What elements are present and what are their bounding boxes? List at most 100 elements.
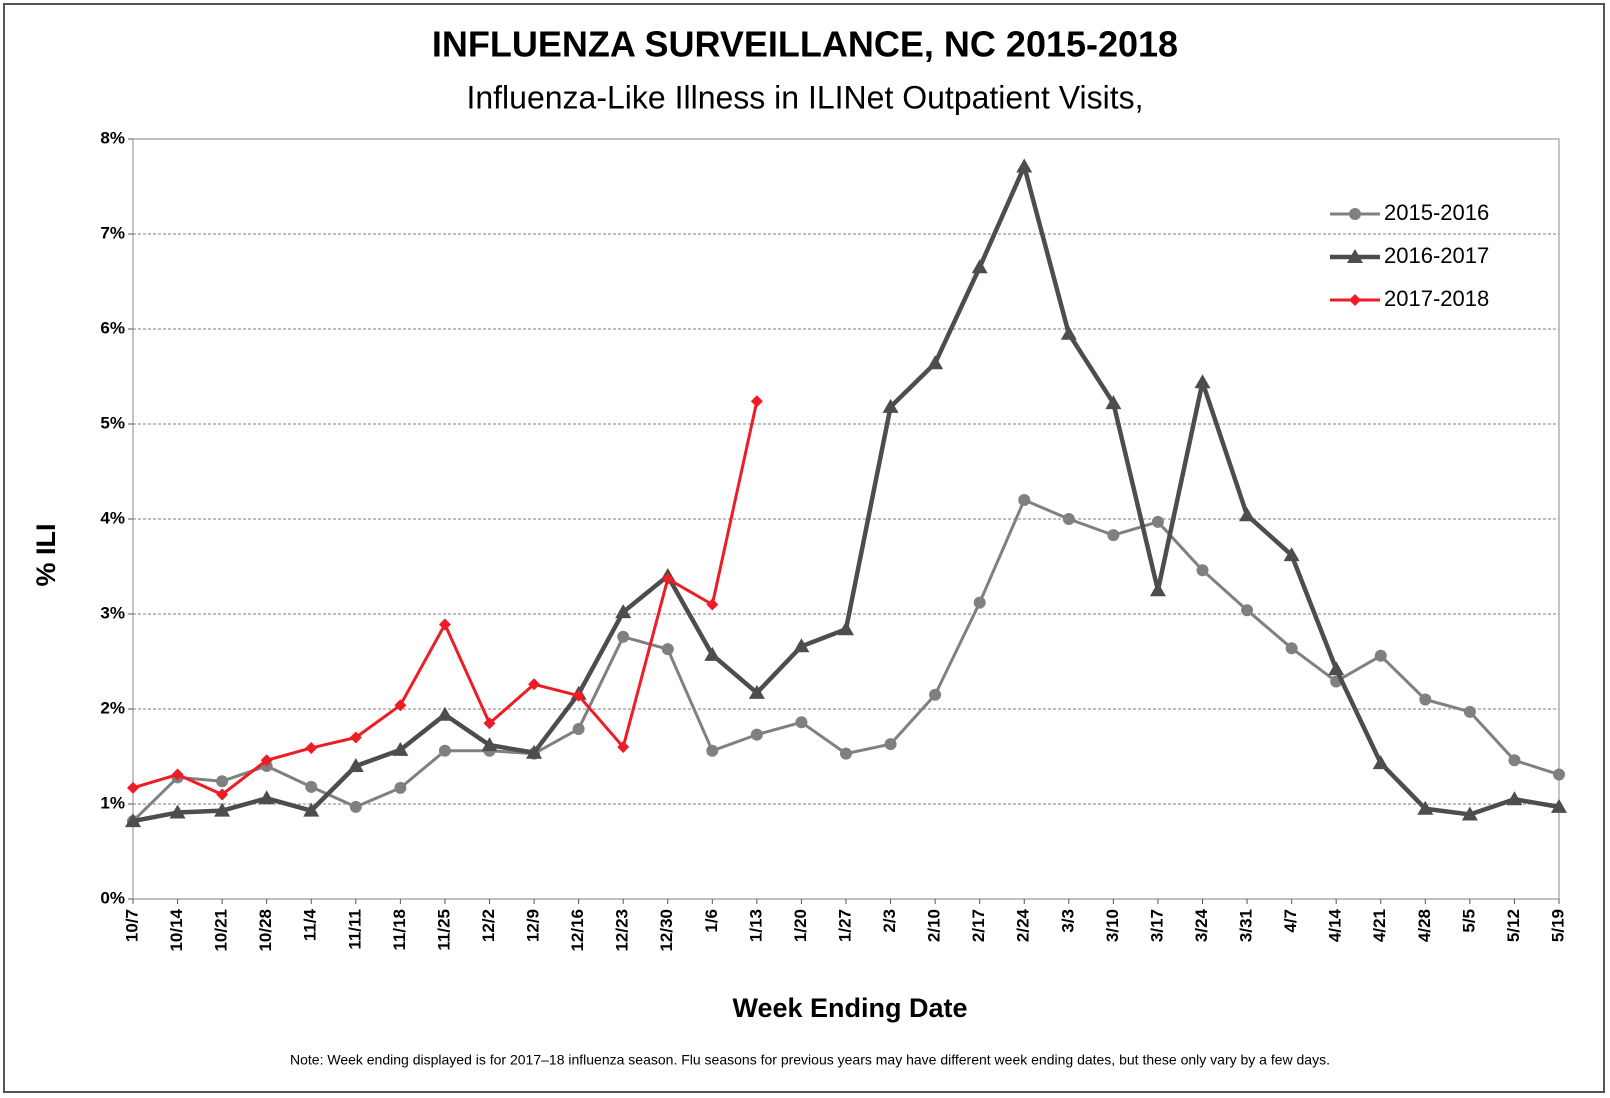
point [617, 630, 630, 643]
x-tick-label: 4/14 [1326, 908, 1345, 942]
point [436, 706, 453, 721]
legend-marker [1349, 294, 1361, 306]
y-tick-label: 8% [100, 128, 125, 147]
point [1285, 642, 1298, 655]
x-tick-label: 5/12 [1504, 909, 1523, 942]
x-tick-label: 10/14 [167, 908, 186, 951]
x-tick-label: 1/27 [835, 909, 854, 942]
point [1374, 649, 1387, 662]
point [1016, 158, 1033, 173]
legend-item: 2015-2016 [1330, 200, 1489, 225]
x-tick-label: 2/3 [880, 909, 899, 933]
point [706, 744, 719, 757]
y-tick-label: 0% [100, 888, 125, 907]
point [572, 689, 585, 702]
chart-frame [3, 3, 1605, 1093]
point [661, 572, 674, 585]
y-tick-label: 6% [100, 318, 125, 337]
x-tick-label: 3/17 [1147, 909, 1166, 942]
point [394, 699, 407, 712]
point [481, 737, 498, 752]
y-tick-label: 7% [100, 223, 125, 242]
point [214, 802, 231, 817]
x-tick-label: 11/11 [345, 909, 364, 950]
y-tick-label: 4% [100, 508, 125, 527]
x-tick-label: 10/21 [212, 909, 231, 952]
point [927, 355, 944, 370]
point [615, 604, 632, 619]
point [347, 758, 364, 772]
point [748, 684, 765, 699]
point [1551, 798, 1567, 813]
point [1107, 529, 1120, 542]
point [1060, 325, 1077, 340]
point [706, 598, 719, 611]
point [617, 741, 630, 753]
y-axis-label: % ILI [31, 523, 61, 586]
x-tick-label: 2/17 [969, 909, 988, 942]
y-tick-label: 3% [100, 603, 125, 622]
x-tick-label: 12/9 [524, 909, 543, 942]
x-tick-label: 4/28 [1415, 909, 1434, 942]
legend-marker [1347, 249, 1363, 263]
chart-title: INFLUENZA SURVEILLANCE, NC 2015-2018 [432, 24, 1178, 65]
point [838, 621, 854, 636]
point [349, 731, 362, 744]
point [1553, 768, 1565, 781]
x-tick-label: 12/23 [613, 909, 632, 952]
x-tick-label: 3/3 [1058, 909, 1077, 933]
point [526, 744, 543, 759]
legend-marker [1349, 208, 1361, 220]
legend-label: 2017-2018 [1384, 286, 1489, 311]
point [971, 259, 988, 274]
legend-label: 2015-2016 [1384, 200, 1489, 225]
x-tick-label: 5/5 [1459, 909, 1478, 933]
x-tick-label: 3/10 [1103, 909, 1122, 942]
point [260, 754, 273, 767]
x-tick-label: 1/20 [791, 909, 810, 942]
point [438, 618, 451, 631]
point [216, 788, 229, 801]
point [1372, 755, 1389, 770]
x-axis-label: Week Ending Date [732, 993, 967, 1023]
point [349, 800, 362, 813]
point [884, 738, 897, 751]
legend-item: 2017-2018 [1330, 286, 1489, 311]
point [1149, 582, 1166, 597]
x-tick-label: 11/25 [434, 909, 453, 951]
x-tick-label: 2/10 [925, 909, 944, 942]
point [750, 395, 763, 408]
x-tick-label: 1/6 [702, 909, 721, 933]
x-tick-label: 1/13 [746, 909, 765, 942]
point [1328, 661, 1345, 676]
point [216, 775, 229, 788]
point [1508, 754, 1521, 767]
point [483, 717, 496, 730]
point [1151, 515, 1164, 528]
point [305, 741, 318, 754]
footnote: Note: Week ending displayed is for 2017–… [290, 1052, 1330, 1068]
point [171, 768, 184, 781]
point [882, 398, 899, 413]
x-tick-label: 10/28 [256, 909, 275, 952]
point [125, 813, 141, 828]
x-tick-label: 3/31 [1237, 909, 1256, 942]
x-tick-label: 12/30 [657, 909, 676, 952]
point [704, 646, 721, 661]
point [1194, 374, 1211, 389]
legend-label: 2016-2017 [1384, 243, 1489, 268]
point [305, 780, 318, 793]
point [973, 596, 986, 609]
point [661, 643, 674, 656]
y-tick-label: 1% [100, 793, 125, 812]
point [840, 747, 852, 760]
point [929, 688, 942, 701]
x-tick-label: 5/19 [1548, 909, 1567, 942]
point [572, 722, 585, 735]
point [1018, 494, 1031, 506]
point [1241, 604, 1254, 617]
legend-item: 2016-2017 [1330, 243, 1489, 268]
x-tick-label: 2/24 [1014, 908, 1033, 942]
point [1419, 693, 1432, 706]
